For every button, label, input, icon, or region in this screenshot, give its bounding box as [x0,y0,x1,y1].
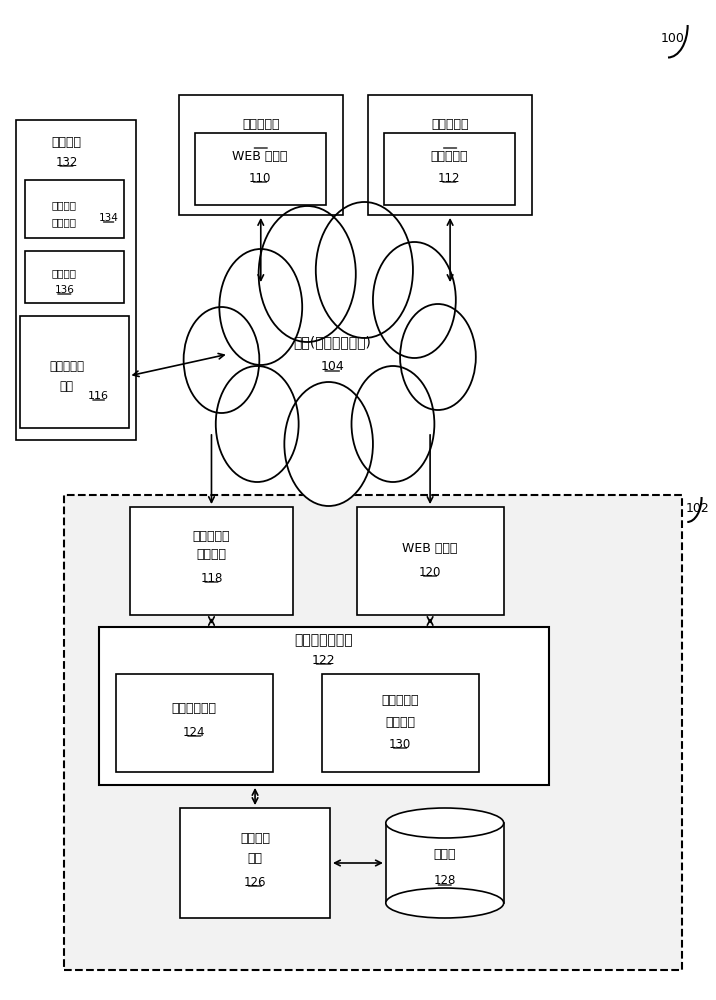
Text: 光学镜头: 光学镜头 [52,268,77,278]
Circle shape [284,382,373,506]
FancyBboxPatch shape [64,495,682,970]
Text: 务器: 务器 [248,852,263,864]
Text: 128: 128 [434,874,456,888]
Text: 108: 108 [439,137,461,150]
Text: WEB 客户端: WEB 客户端 [233,149,288,162]
Ellipse shape [386,888,503,918]
Text: 134: 134 [99,213,119,223]
Text: 数据库服: 数据库服 [240,832,270,844]
Circle shape [183,307,259,413]
FancyBboxPatch shape [116,674,273,772]
FancyBboxPatch shape [180,808,330,918]
Text: 100: 100 [661,31,684,44]
Circle shape [316,202,413,338]
Circle shape [258,206,356,342]
FancyBboxPatch shape [321,674,479,772]
Text: 网络(例如，因特网): 网络(例如，因特网) [294,335,371,349]
Circle shape [373,242,456,358]
Text: 程序: 程序 [59,380,74,393]
FancyBboxPatch shape [20,316,129,428]
Text: 132: 132 [55,155,77,168]
Text: 移动装置: 移动装置 [52,135,82,148]
FancyBboxPatch shape [386,823,503,903]
Circle shape [400,304,476,410]
FancyBboxPatch shape [178,95,343,215]
Text: 客户端机器: 客户端机器 [431,117,469,130]
FancyBboxPatch shape [357,507,503,615]
Text: 130: 130 [389,738,411,750]
Text: 136: 136 [54,285,74,295]
Text: 118: 118 [200,572,223,584]
Text: 应用程序接: 应用程序接 [193,530,231,542]
FancyBboxPatch shape [25,180,124,238]
Text: 120: 120 [419,566,441,578]
Text: 视频处理器: 视频处理器 [382,694,419,708]
Circle shape [216,366,299,482]
FancyBboxPatch shape [25,251,124,303]
Text: 口服务器: 口服务器 [196,548,226,562]
FancyBboxPatch shape [130,507,293,615]
Text: 程序客户端: 程序客户端 [430,149,468,162]
Text: 106: 106 [250,137,272,150]
Text: 数据库: 数据库 [433,848,456,861]
Text: 全球定位: 全球定位 [52,200,77,210]
FancyBboxPatch shape [16,120,136,440]
Text: 发布应用程序: 发布应用程序 [172,702,217,714]
FancyBboxPatch shape [384,133,515,205]
Text: 应用程序: 应用程序 [385,716,415,728]
Text: 第三方应用: 第三方应用 [49,360,84,373]
Text: 110: 110 [249,172,271,184]
Text: 122: 122 [312,654,336,666]
Text: 服务模块: 服务模块 [52,217,77,227]
Circle shape [352,366,435,482]
Text: 112: 112 [438,172,460,184]
Text: 102: 102 [686,502,710,514]
Ellipse shape [386,808,503,838]
Text: WEB 服务器: WEB 服务器 [402,542,458,554]
Text: 116: 116 [88,391,109,401]
Text: 104: 104 [320,360,344,373]
FancyBboxPatch shape [195,133,326,205]
Text: 126: 126 [244,876,266,888]
FancyBboxPatch shape [368,95,532,215]
Circle shape [219,249,302,365]
FancyBboxPatch shape [99,627,548,785]
Text: 124: 124 [183,726,205,738]
Text: 应用程序服务器: 应用程序服务器 [294,633,353,647]
Text: 客户端机器: 客户端机器 [242,117,279,130]
